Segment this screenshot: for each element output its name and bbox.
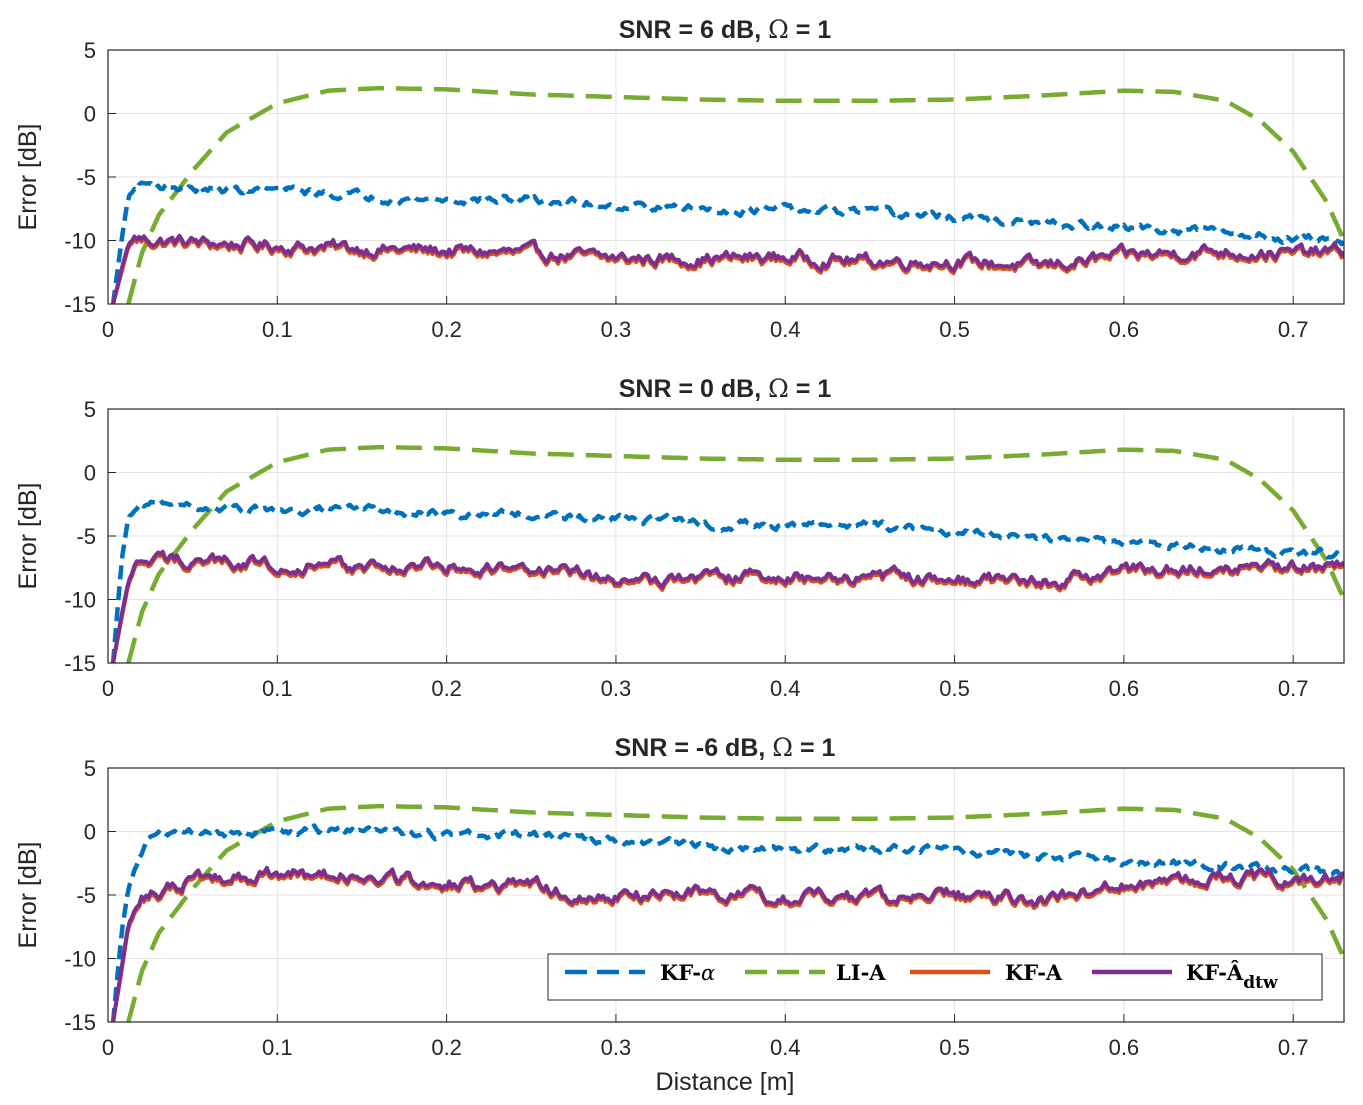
series-line-kf-adtw	[111, 865, 1344, 1022]
x-tick-label: 0	[102, 676, 114, 701]
y-tick-labels: 5 0 -5 -10 -15	[64, 38, 116, 317]
y-tick-label: -5	[76, 883, 96, 908]
x-tick-label: 0.3	[601, 317, 632, 342]
x-tick-labels: 0 0.1 0.2 0.3 0.4 0.5 0.6 0.7	[102, 1014, 1309, 1060]
x-tick-label: 0.3	[601, 676, 632, 701]
x-tick-labels: 0 0.1 0.2 0.3 0.4 0.5 0.6 0.7	[102, 296, 1309, 342]
panel-snr-0db: SNR = 0 dB, Ω = 1 0 0.1 0.2 0.3 0.4 0.5 0.6 0.7…	[14, 374, 1345, 701]
x-tick-label: 0.2	[431, 676, 462, 701]
x-tick-label: 0.1	[262, 1035, 293, 1060]
legend: KF-α LI-A KF-A KF-Âdtw	[547, 953, 1323, 1001]
panel-title: SNR = 0 dB, Ω = 1	[619, 374, 832, 403]
legend-label-li-a: LI-A	[836, 960, 886, 985]
x-tick-label: 0.7	[1278, 317, 1309, 342]
series-line-kf-alpha	[110, 180, 1344, 304]
y-tick-label: 5	[84, 397, 96, 422]
series-line-li-a	[126, 803, 1344, 1022]
legend-label-kf-adtw: KF-Âdtw	[1186, 960, 1278, 993]
y-tick-label: -5	[76, 524, 96, 549]
x-tick-label: 0.4	[770, 1035, 801, 1060]
x-tick-label: 0.2	[431, 1035, 462, 1060]
x-tick-label: 0.5	[939, 317, 970, 342]
series-line-li-a	[126, 444, 1344, 663]
y-tick-label: -10	[64, 229, 96, 254]
x-tick-label: 0.7	[1278, 676, 1309, 701]
series-layer	[110, 444, 1344, 663]
x-tick-label: 0.6	[1109, 676, 1140, 701]
x-tick-label: 0.1	[262, 676, 293, 701]
y-tick-label: -10	[64, 947, 96, 972]
x-tick-label: 0.5	[939, 1035, 970, 1060]
x-tick-label: 0.4	[770, 676, 801, 701]
y-axis-label: Error [dB]	[14, 842, 42, 949]
y-tick-label: 5	[84, 756, 96, 781]
x-tick-label: 0	[102, 317, 114, 342]
x-tick-labels: 0 0.1 0.2 0.3 0.4 0.5 0.6 0.7	[102, 655, 1309, 701]
y-tick-label: 0	[84, 820, 96, 845]
legend-label-kf-alpha: KF-α	[660, 960, 715, 985]
y-tick-label: -15	[64, 1010, 96, 1035]
x-tick-label: 0.6	[1109, 1035, 1140, 1060]
y-tick-labels: 5 0 -5 -10 -15	[64, 397, 116, 676]
legend-box	[547, 953, 1323, 1001]
panel-title: SNR = -6 dB, Ω = 1	[615, 733, 836, 762]
legend-label-kf-a: KF-A	[1005, 960, 1063, 985]
x-tick-label: 0.5	[939, 676, 970, 701]
series-line-kf-alpha	[110, 823, 1344, 1022]
series-line-kf-adtw	[111, 233, 1344, 304]
x-tick-label: 0.1	[262, 317, 293, 342]
series-layer	[110, 85, 1344, 304]
y-axis-label: Error [dB]	[14, 124, 42, 231]
x-tick-label: 0	[102, 1035, 114, 1060]
x-tick-label: 0.3	[601, 1035, 632, 1060]
x-axis-label: Distance [m]	[656, 1068, 795, 1096]
y-tick-label: 0	[84, 461, 96, 486]
grid	[108, 50, 1344, 304]
y-tick-label: -5	[76, 165, 96, 190]
panel-snr-6db: SNR = 6 dB, Ω = 1 0 0.1 0.2 0.3 0.4 0.5 0.6 0.7…	[14, 15, 1345, 342]
y-tick-labels: 5 0 -5 -10 -15	[64, 756, 116, 1035]
series-line-kf-adtw	[111, 549, 1344, 663]
y-tick-label: 0	[84, 102, 96, 127]
series-line-li-a	[126, 85, 1344, 304]
y-tick-label: 5	[84, 38, 96, 63]
series-layer	[110, 803, 1344, 1022]
y-axis-label: Error [dB]	[14, 483, 42, 590]
y-tick-label: -15	[64, 651, 96, 676]
x-tick-label: 0.6	[1109, 317, 1140, 342]
x-tick-label: 0.2	[431, 317, 462, 342]
panel-snr-minus6db: SNR = -6 dB, Ω = 1 0 0.1 0.2 0.3 0.4 0.5 0.6 0.…	[14, 733, 1345, 1096]
x-tick-label: 0.4	[770, 317, 801, 342]
series-line-kf-alpha	[110, 497, 1344, 663]
x-tick-label: 0.7	[1278, 1035, 1309, 1060]
y-tick-label: -10	[64, 588, 96, 613]
y-tick-label: -15	[64, 292, 96, 317]
panel-title: SNR = 6 dB, Ω = 1	[619, 15, 832, 44]
